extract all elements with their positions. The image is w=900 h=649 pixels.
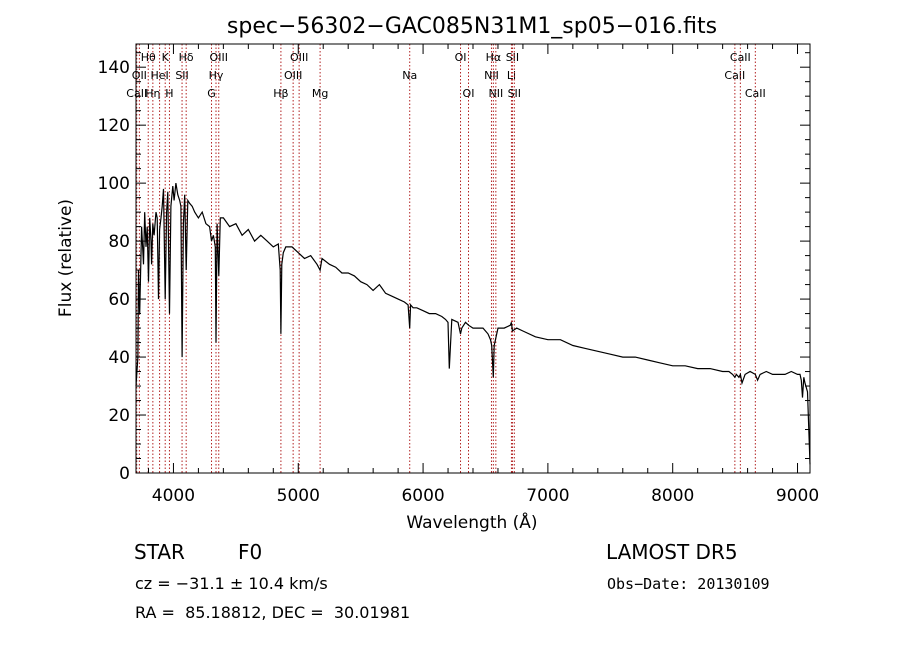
x-tick-label: 8000 xyxy=(651,486,694,506)
observation-date: Obs−Date: 20130109 xyxy=(607,575,770,593)
spectral-line-label: NII xyxy=(484,69,499,82)
spectral-line-label: SII xyxy=(508,87,521,100)
x-tick-label: 4000 xyxy=(152,486,195,506)
spectrum-line xyxy=(135,183,811,465)
spectral-line-label: Mg xyxy=(312,87,328,100)
survey-name: LAMOST DR5 xyxy=(606,540,738,564)
redshift-velocity: cz = −31.1 ± 10.4 km/s xyxy=(135,574,328,593)
y-tick-label: 140 xyxy=(98,58,130,78)
object-subclass: F0 xyxy=(238,540,263,564)
spectral-line-label: Hβ xyxy=(273,87,288,100)
x-tick-label: 9000 xyxy=(776,486,819,506)
spectral-line-label: OIII xyxy=(290,51,308,64)
sky-coordinates: RA = 85.18812, DEC = 30.01981 xyxy=(135,603,411,622)
x-tick-label: 7000 xyxy=(526,486,569,506)
y-tick-label: 80 xyxy=(108,232,130,252)
y-axis-label: Flux (relative) xyxy=(56,199,76,317)
spectral-line-label: Hα xyxy=(486,51,502,64)
spectral-line-label: Na xyxy=(402,69,417,82)
spectral-line-label: CaII xyxy=(745,87,766,100)
x-tick-label: 6000 xyxy=(401,486,444,506)
spectral-line-label: CaII xyxy=(730,51,751,64)
spectral-line-label: Li xyxy=(507,69,516,82)
y-tick-label: 20 xyxy=(108,406,130,426)
spectral-line-label: SII xyxy=(175,69,188,82)
spectral-line-label: OIII xyxy=(284,69,302,82)
spectral-line-label: Hη xyxy=(145,87,160,100)
object-class: STAR xyxy=(134,540,185,564)
y-tick-label: 0 xyxy=(119,464,130,484)
y-tick-label: 60 xyxy=(108,290,130,310)
plot-frame xyxy=(135,43,811,474)
spectral-line-label: Hθ xyxy=(141,51,156,64)
y-tick-label: 120 xyxy=(98,116,130,136)
spectral-line-label: SII xyxy=(506,51,519,64)
spectral-line-label: OI xyxy=(463,87,475,100)
spectral-line-label: CaII xyxy=(724,69,745,82)
y-tick-label: 100 xyxy=(98,174,130,194)
x-tick-label: 5000 xyxy=(277,486,320,506)
spectral-line-label: H xyxy=(165,87,173,100)
y-tick-label: 40 xyxy=(108,348,130,368)
spectral-line-label: Hδ xyxy=(179,51,194,64)
spectral-line-markers: CaIIOIIHθHηHeIKHSIIHδGHγOIIIHβOIIIOIIIMg… xyxy=(126,44,766,473)
spectral-line-label: Hγ xyxy=(209,69,224,82)
plot-axes: 4000 5000 6000 7000 8000 9000 0 20 40 60 80 100 120 1… xyxy=(98,43,819,506)
x-axis-label: Wavelength (Å) xyxy=(406,511,537,533)
spectral-line-label: OIII xyxy=(210,51,228,64)
spectral-line-label: CaII xyxy=(126,87,147,100)
spectral-line-label: G xyxy=(207,87,216,100)
chart-title: spec−56302−GAC085N31M1_sp05−016.fits xyxy=(227,14,717,39)
spectral-line-label: OII xyxy=(132,69,147,82)
spectral-line-label: OI xyxy=(455,51,467,64)
spectral-line-label: K xyxy=(162,51,170,64)
spectral-line-label: HeI xyxy=(150,69,168,82)
spectral-line-label: NII xyxy=(488,87,503,100)
